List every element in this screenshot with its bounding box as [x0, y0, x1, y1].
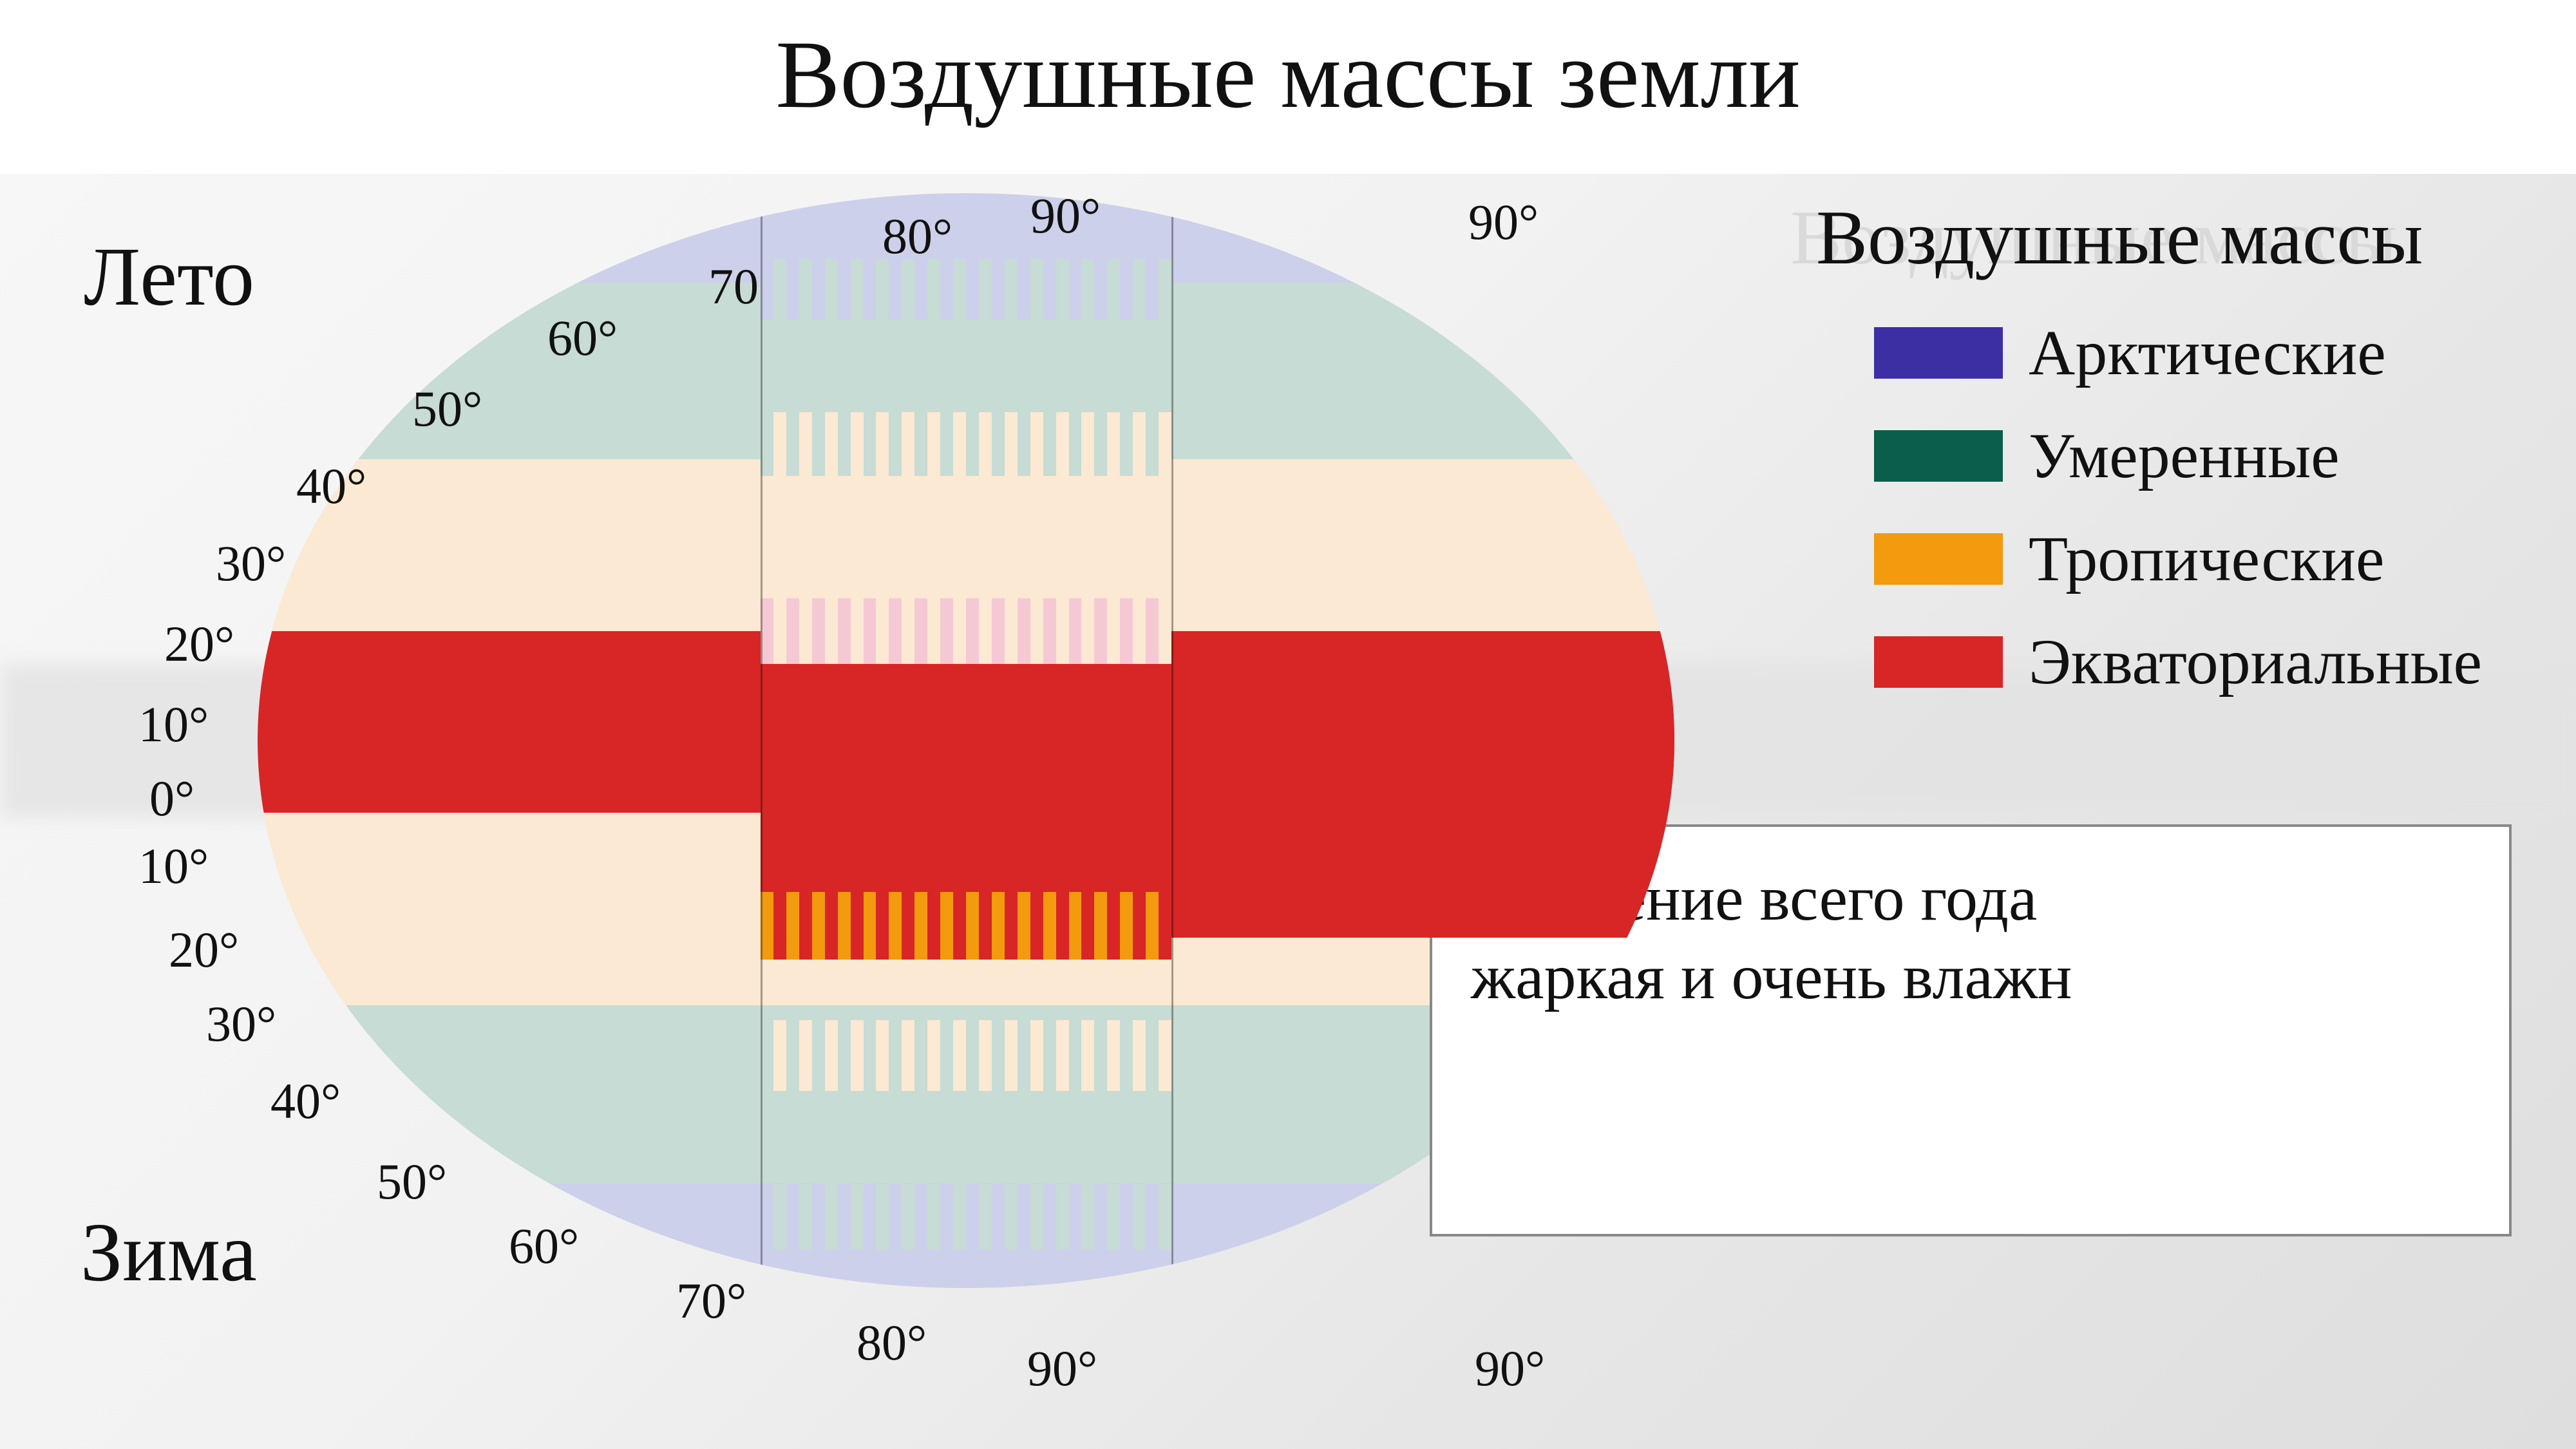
legend-swatch — [1874, 327, 2003, 379]
legend-swatch — [1874, 533, 2003, 585]
legend-row: Тропические — [1874, 522, 2384, 596]
legend-row: Экваториальные — [1874, 625, 2482, 699]
legend-swatch — [1874, 430, 2003, 482]
legend-swatch — [1874, 636, 2003, 688]
legend-row: Умеренные — [1874, 419, 2340, 493]
season-label-summer: Лето — [84, 229, 254, 325]
legend-label: Арктические — [2029, 316, 2386, 390]
latitude-label: 20° — [164, 615, 234, 673]
latitude-label: 20° — [169, 921, 239, 979]
page-title: Воздушные массы земли — [0, 19, 2576, 130]
latitude-label: 30° — [206, 995, 276, 1053]
legend-title: Воздушные массы — [1816, 193, 2423, 282]
latitude-label: 60° — [509, 1217, 579, 1275]
legend-label: Умеренные — [2029, 419, 2340, 493]
latitude-label: 80° — [857, 1314, 927, 1372]
transition-hatch — [761, 598, 1171, 664]
latitude-label: 40° — [270, 1072, 341, 1130]
latitude-label: 80° — [882, 207, 952, 265]
transition-hatch — [761, 1184, 1171, 1250]
latitude-label: 90° — [1468, 193, 1539, 251]
latitude-label: 70° — [676, 1272, 746, 1330]
latitude-label: 90° — [1475, 1340, 1545, 1397]
transition-hatch — [761, 412, 1171, 476]
latitude-label: 90° — [1030, 187, 1101, 245]
latitude-label: 10° — [138, 696, 209, 753]
latitude-label: 0° — [149, 770, 194, 828]
climate-band-winter-overlay — [1171, 664, 1674, 938]
legend-label: Тропические — [2029, 522, 2384, 596]
transition-hatch — [761, 1020, 1171, 1092]
column-separator-right — [1171, 193, 1173, 1288]
latitude-label: 30° — [216, 535, 286, 592]
latitude-label: 90° — [1027, 1340, 1097, 1397]
legend-row: Арктические — [1874, 316, 2386, 390]
transition-hatch — [761, 892, 1171, 960]
latitude-label: 50° — [412, 380, 482, 438]
transition-hatch — [761, 259, 1171, 319]
season-label-winter: Зима — [80, 1204, 257, 1301]
latitude-label: 10° — [138, 837, 209, 895]
legend-label: Экваториальные — [2029, 625, 2482, 699]
latitude-label: 50° — [377, 1153, 447, 1211]
column-separator-left — [761, 193, 762, 1288]
latitude-label: 40° — [296, 457, 366, 515]
latitude-label: 60° — [547, 309, 618, 367]
